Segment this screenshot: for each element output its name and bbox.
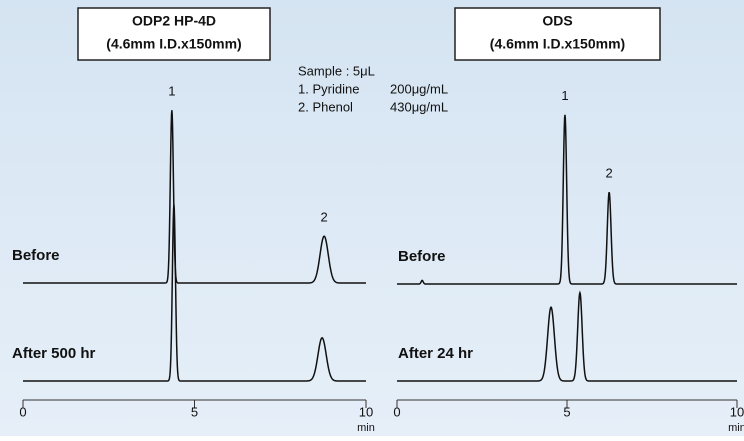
sample-title: Sample : 5μL	[298, 63, 375, 78]
x-tick-label: 0	[393, 404, 400, 419]
sample-name: 2. Phenol	[298, 99, 353, 114]
x-tick-label: 5	[563, 404, 570, 419]
x-tick-label: 10	[730, 404, 744, 419]
x-tick-label: 10	[359, 404, 373, 419]
peak-label: 1	[168, 84, 175, 99]
x-tick-label: 5	[191, 404, 198, 419]
peak-label: 1	[561, 88, 568, 103]
trace-label: Before	[398, 248, 446, 265]
trace	[23, 204, 366, 382]
x-tick-label: 0	[19, 404, 26, 419]
chart-title: ODS	[542, 13, 572, 29]
chart-subtitle: (4.6mm I.D.x150mm)	[490, 36, 625, 52]
trace-label: After 24 hr	[398, 345, 473, 362]
trace-label: Before	[12, 247, 60, 264]
title-box	[454, 7, 661, 61]
trace	[397, 290, 737, 382]
sample-conc: 200μg/mL	[390, 81, 448, 96]
title-box	[77, 7, 271, 61]
trace	[23, 110, 366, 284]
x-axis-label: min	[357, 422, 375, 434]
sample-conc: 430μg/mL	[390, 99, 448, 114]
trace-label: After 500 hr	[12, 345, 96, 362]
sample-name: 1. Pyridine	[298, 81, 359, 96]
chart-subtitle: (4.6mm I.D.x150mm)	[106, 36, 241, 52]
x-axis-label: min	[728, 422, 744, 434]
peak-label: 2	[606, 166, 613, 181]
peak-label: 2	[321, 210, 328, 225]
trace	[397, 114, 737, 285]
chart-title: ODP2 HP-4D	[132, 13, 216, 29]
